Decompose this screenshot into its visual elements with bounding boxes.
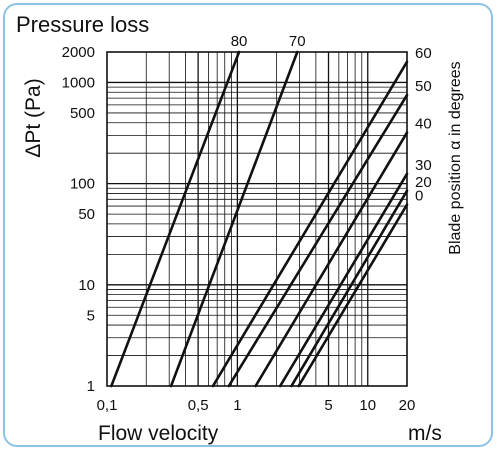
- series-label-50: 50: [415, 78, 432, 95]
- y-axis-label-prefix: Δ: [22, 144, 45, 158]
- y-axis-label-text: Pt (Pa): [22, 78, 45, 143]
- x-axis-label: Flow velocity: [98, 422, 219, 445]
- series-line-50: [227, 93, 409, 388]
- y-tick-label: 500: [70, 105, 95, 122]
- series-line-80: [110, 50, 241, 388]
- series-label-30: 30: [415, 157, 432, 174]
- series-line-20: [290, 189, 409, 388]
- y-tick-labels: 1 5 10 50 100 500 1000 2000: [62, 44, 95, 395]
- x-tick-label: 5: [324, 397, 332, 414]
- x-tick-label: 0,1: [97, 397, 118, 414]
- x-tick-label: 0,5: [188, 397, 209, 414]
- y-tick-label: 1: [87, 378, 95, 395]
- y-tick-label: 100: [70, 176, 95, 193]
- series-label-20: 20: [415, 174, 432, 191]
- y-tick-label: 2000: [62, 44, 95, 61]
- y-tick-label: 10: [78, 277, 95, 294]
- x-tick-labels: 0,1 0,5 1 5 10 20: [97, 397, 416, 414]
- right-axis-label: Blade position α in degrees: [447, 61, 464, 254]
- series-label-80: 80: [231, 33, 248, 50]
- x-axis-unit: m/s: [408, 422, 442, 445]
- chart-frame: [3, 3, 493, 447]
- series-line-30: [278, 172, 409, 388]
- x-tick-label: 20: [399, 397, 416, 414]
- y-axis-label: ΔPt (Pa): [22, 78, 45, 157]
- series-label-40: 40: [415, 116, 432, 133]
- y-tick-label: 5: [87, 307, 95, 324]
- series-line-70: [169, 50, 299, 388]
- y-tick-label: 50: [78, 206, 95, 223]
- series-label-0: 0: [415, 188, 423, 205]
- y-tick-label: 1000: [62, 74, 95, 91]
- series-line-60: [211, 60, 409, 388]
- grid: [107, 52, 407, 386]
- series-line-40: [254, 131, 409, 388]
- series-label-70: 70: [289, 33, 306, 50]
- chart-title: Pressure loss: [16, 12, 149, 37]
- series-lines: [110, 50, 409, 388]
- x-tick-label: 10: [359, 397, 376, 414]
- series-line-0: [297, 203, 409, 388]
- series-label-60: 60: [415, 45, 432, 62]
- x-tick-label: 1: [233, 397, 241, 414]
